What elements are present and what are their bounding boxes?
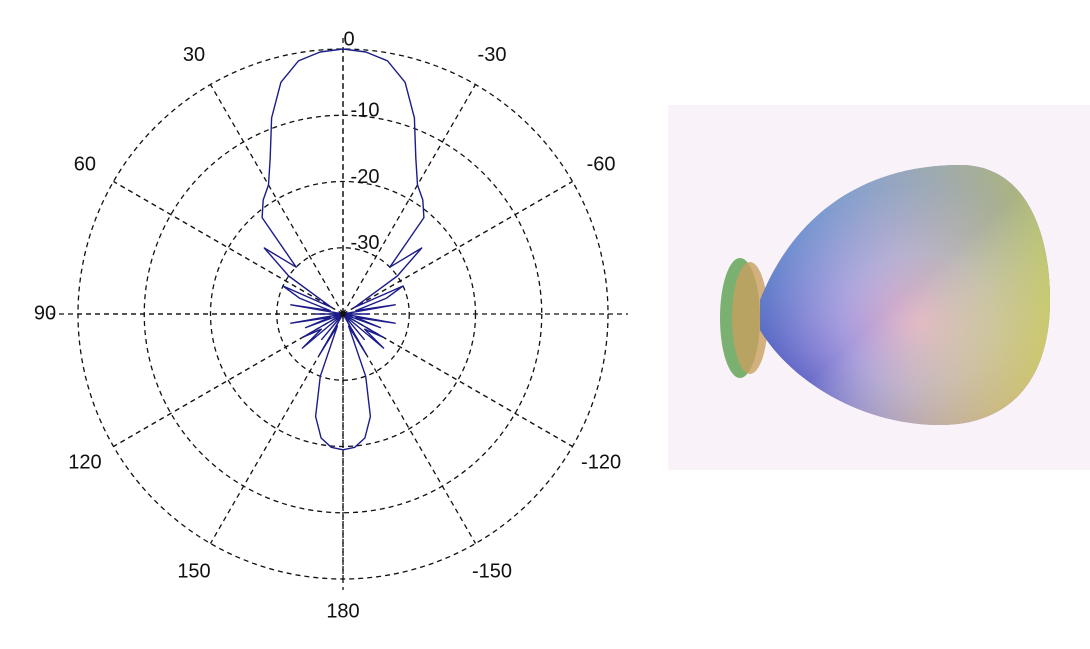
grid-spoke — [113, 313, 344, 448]
pattern-curve — [261, 48, 425, 451]
theta-tick-label: 30 — [183, 44, 205, 66]
grid-ring — [209, 180, 477, 448]
pattern-3d-image — [668, 105, 1090, 470]
side-lobe — [732, 262, 768, 374]
theta-tick-label: 0 — [343, 28, 354, 50]
r-tick-label: -30 — [351, 232, 380, 254]
grid-spoke — [209, 84, 344, 315]
theta-tick-label: -60 — [587, 153, 616, 175]
grid-spoke — [342, 180, 573, 315]
theta-tick-label: -30 — [478, 44, 507, 66]
theta-tick-label: 180 — [326, 600, 359, 622]
r-tick-label: -10 — [351, 100, 380, 122]
theta-tick-label: -150 — [472, 560, 512, 582]
center-dot — [340, 311, 346, 317]
grid-spoke — [342, 313, 477, 544]
grid-spoke — [342, 84, 477, 315]
theta-tick-label: 90 — [34, 302, 56, 324]
grid-spoke — [113, 180, 344, 315]
grid-spoke — [209, 313, 344, 544]
theta-tick-label: 60 — [74, 153, 96, 175]
grid-spoke — [342, 313, 573, 448]
main-lobe-tip — [760, 165, 1050, 425]
theta-tick-label: 120 — [68, 451, 101, 473]
r-tick-label: -20 — [351, 166, 380, 188]
theta-tick-label: 150 — [177, 560, 210, 582]
theta-tick-label: -120 — [581, 451, 621, 473]
